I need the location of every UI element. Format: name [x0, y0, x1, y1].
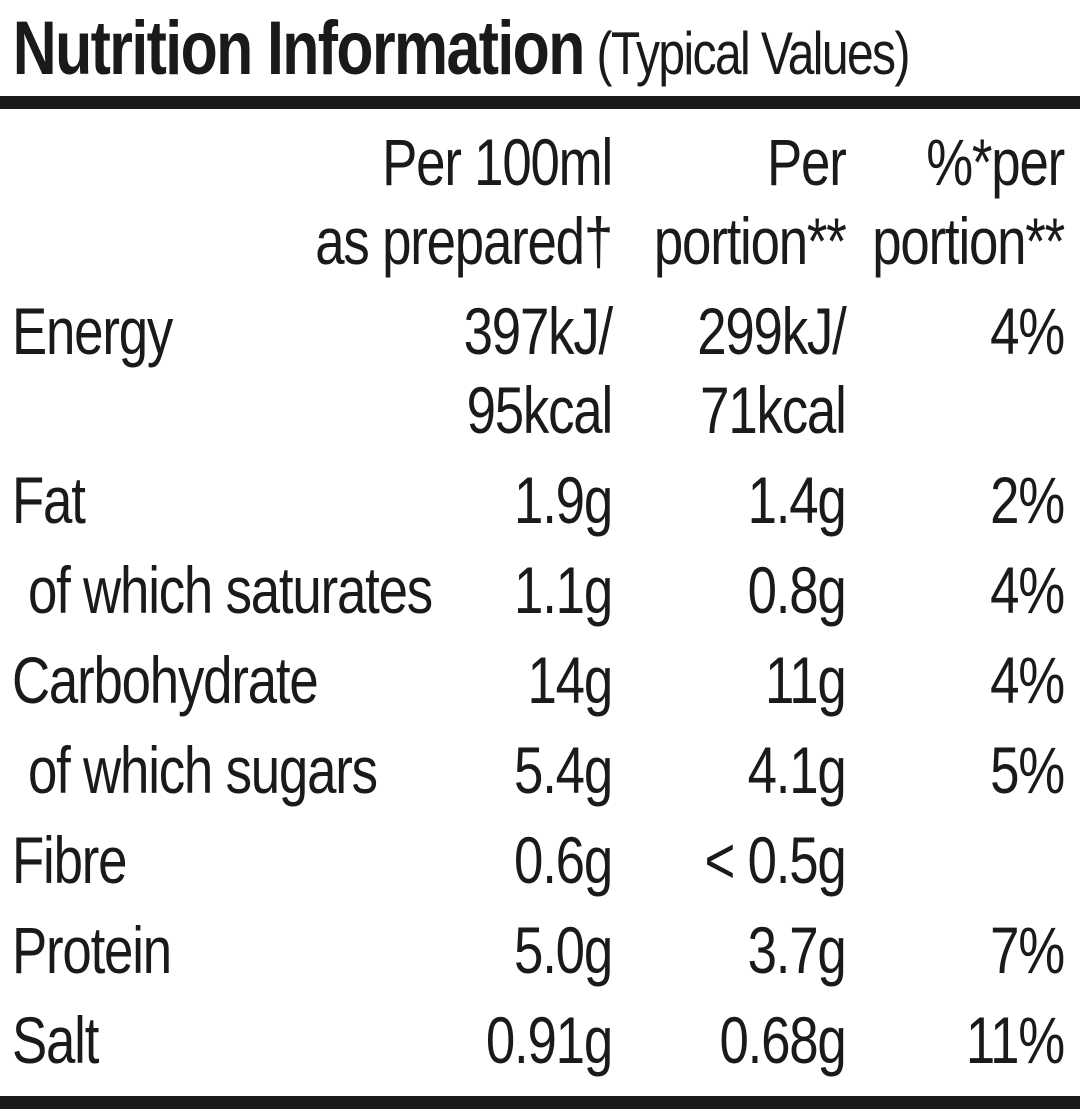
- row-label: of which saturates: [28, 553, 433, 627]
- row-label: Fibre: [12, 823, 128, 897]
- value-per-portion: 0.68g: [719, 1003, 846, 1077]
- row-label: Carbohydrate: [12, 643, 319, 717]
- value-pct-per-portion: 7%: [990, 913, 1065, 987]
- value-per-100ml: 1.1g: [514, 553, 613, 627]
- nutrition-table: Per 100ml as prepared† Per portion** %*p…: [0, 109, 1080, 1080]
- value-pct-per-portion: 4%: [990, 294, 1065, 368]
- value-per-portion: 1.4g: [747, 463, 847, 537]
- value-per-100ml: 0.91g: [485, 1003, 613, 1077]
- row-label: of which sugars: [28, 733, 378, 807]
- row-label: Protein: [12, 913, 172, 987]
- value-per-100ml: 1.9g: [514, 463, 613, 537]
- header-spacer: [12, 123, 312, 281]
- value-per-100ml: 0.6g: [514, 823, 613, 897]
- row-label: Fat: [12, 463, 86, 537]
- value-per-100ml: 5.0g: [514, 913, 613, 987]
- header-per-portion: Per portion**: [653, 125, 847, 278]
- header-per-100ml: Per 100ml as prepared†: [315, 125, 613, 278]
- header-pct-per-portion: %*per portion**: [872, 125, 1065, 278]
- panel-title: Nutrition Information (Typical Values): [0, 0, 1080, 94]
- value-per-100ml: 5.4g: [514, 733, 613, 807]
- value-pct-per-portion: 4%: [990, 553, 1065, 627]
- panel-title-suffix: (Typical Values): [596, 20, 911, 87]
- bottom-divider: [0, 1096, 1080, 1109]
- row-label: Energy: [12, 294, 173, 368]
- value-per-portion: 4.1g: [747, 733, 847, 807]
- panel-title-main: Nutrition Information: [12, 6, 586, 91]
- top-divider: [0, 96, 1080, 109]
- value-pct-per-portion: 11%: [965, 1003, 1065, 1077]
- value-pct-per-portion: 2%: [990, 463, 1065, 537]
- value-per-portion: < 0.5g: [704, 823, 847, 897]
- value-per-100ml: 14g: [527, 643, 614, 717]
- value-per-portion: 3.7g: [747, 913, 847, 987]
- value-per-portion: 299kJ/ 71kcal: [697, 294, 847, 447]
- value-pct-per-portion: 5%: [990, 733, 1065, 807]
- value-pct-per-portion: 4%: [990, 643, 1065, 717]
- value-per-portion: 0.8g: [747, 553, 847, 627]
- value-pct-per-portion: [846, 821, 1064, 900]
- value-per-100ml: 397kJ/ 95kcal: [463, 294, 614, 447]
- value-per-portion: 11g: [765, 643, 847, 717]
- row-label: Salt: [12, 1003, 99, 1077]
